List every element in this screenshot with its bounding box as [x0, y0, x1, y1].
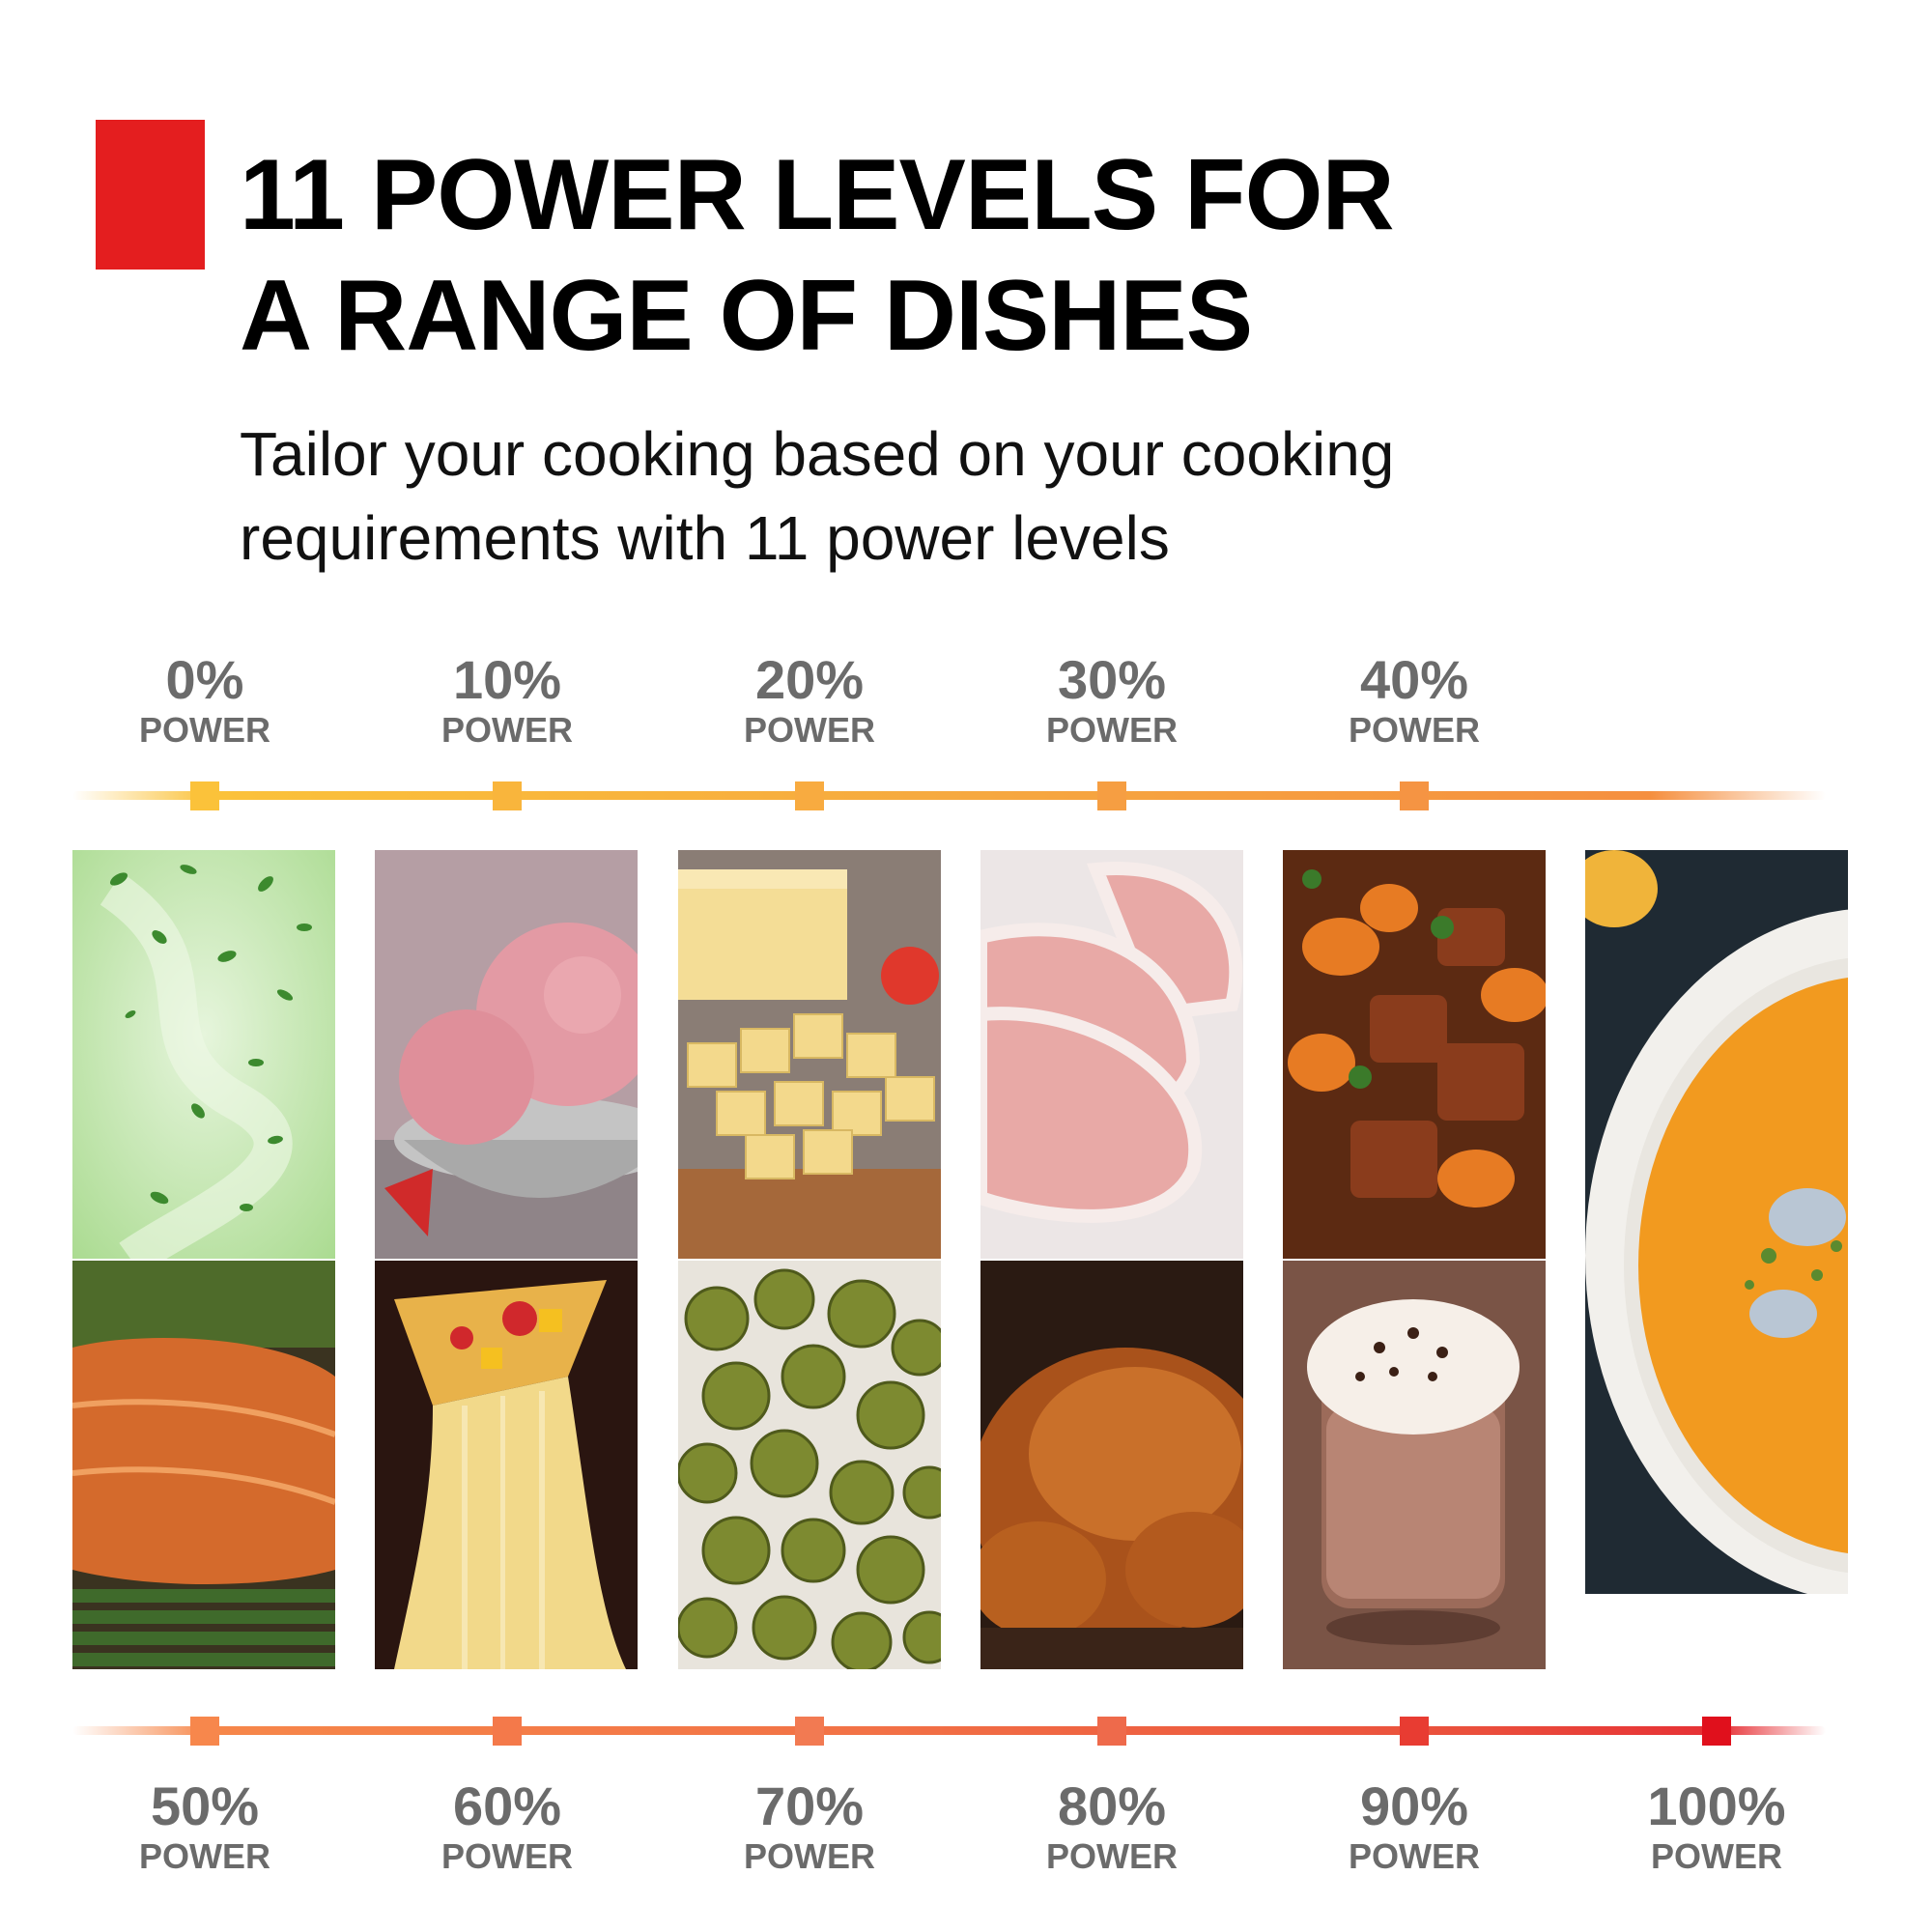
power-level-label: POWER	[743, 1836, 875, 1876]
page-title: 11 POWER LEVELS FOR A RANGE OF DISHES	[240, 135, 1395, 377]
power-level-label: POWER	[1045, 1836, 1178, 1876]
power-level-label: POWER	[1348, 1836, 1480, 1876]
pumpkin-soup-image	[1585, 850, 1848, 1669]
power-marker	[795, 781, 824, 810]
power-level-percent: 100%	[1647, 1776, 1786, 1836]
power-level-percent: 80%	[1057, 1776, 1167, 1836]
power-level-90: 90% POWER	[1308, 1779, 1520, 1876]
power-level-60: 60% POWER	[401, 1779, 613, 1876]
power-level-percent: 60%	[452, 1776, 562, 1836]
subtitle-line-2: requirements with 11 power levels	[240, 503, 1170, 573]
power-level-80: 80% POWER	[1006, 1779, 1218, 1876]
power-level-30: 30% POWER	[1006, 653, 1218, 750]
top-power-line	[72, 791, 1826, 800]
green-leaves-image	[72, 850, 335, 1259]
title-line-2: A RANGE OF DISHES	[240, 260, 1253, 372]
power-level-percent: 10%	[452, 649, 562, 710]
power-marker	[493, 1717, 522, 1746]
power-level-label: POWER	[138, 710, 270, 750]
beef-stew-image	[1283, 850, 1546, 1259]
ice-cream-image	[375, 850, 638, 1259]
brussels-sprouts-image	[678, 1261, 941, 1669]
power-level-0: 0% POWER	[99, 653, 311, 750]
cheese-image	[678, 850, 941, 1259]
raw-pork-image	[980, 850, 1243, 1259]
power-marker	[190, 1717, 219, 1746]
power-level-percent: 40%	[1359, 649, 1469, 710]
power-marker	[1400, 1717, 1429, 1746]
power-level-label: POWER	[743, 710, 875, 750]
power-level-percent: 30%	[1057, 649, 1167, 710]
power-level-label: POWER	[440, 710, 573, 750]
power-level-100: 100% POWER	[1610, 1779, 1823, 1876]
subtitle-line-1: Tailor your cooking based on your cookin…	[240, 419, 1395, 489]
power-marker	[795, 1717, 824, 1746]
power-level-label: POWER	[1650, 1836, 1782, 1876]
power-level-70: 70% POWER	[703, 1779, 916, 1876]
page-subtitle: Tailor your cooking based on your cookin…	[240, 412, 1394, 581]
power-marker	[493, 781, 522, 810]
power-level-percent: 50%	[150, 1776, 260, 1836]
power-level-label: POWER	[440, 1836, 573, 1876]
power-level-10: 10% POWER	[401, 653, 613, 750]
power-level-label: POWER	[138, 1836, 270, 1876]
power-marker	[1097, 781, 1126, 810]
power-level-percent: 20%	[754, 649, 865, 710]
power-marker	[1097, 1717, 1126, 1746]
power-marker	[190, 781, 219, 810]
power-level-percent: 70%	[754, 1776, 865, 1836]
hot-chocolate-image	[1283, 1261, 1546, 1669]
power-marker	[1400, 781, 1429, 810]
power-level-20: 20% POWER	[703, 653, 916, 750]
power-level-percent: 0%	[165, 649, 244, 710]
salmon-image	[72, 1261, 335, 1669]
power-level-label: POWER	[1045, 710, 1178, 750]
power-level-percent: 90%	[1359, 1776, 1469, 1836]
title-line-1: 11 POWER LEVELS FOR	[240, 139, 1395, 251]
power-level-50: 50% POWER	[99, 1779, 311, 1876]
power-level-40: 40% POWER	[1308, 653, 1520, 750]
bottom-power-line	[72, 1726, 1826, 1735]
roast-chicken-image	[980, 1261, 1243, 1669]
pizza-image	[375, 1261, 638, 1669]
power-marker	[1702, 1717, 1731, 1746]
power-level-label: POWER	[1348, 710, 1480, 750]
accent-square	[96, 120, 205, 270]
